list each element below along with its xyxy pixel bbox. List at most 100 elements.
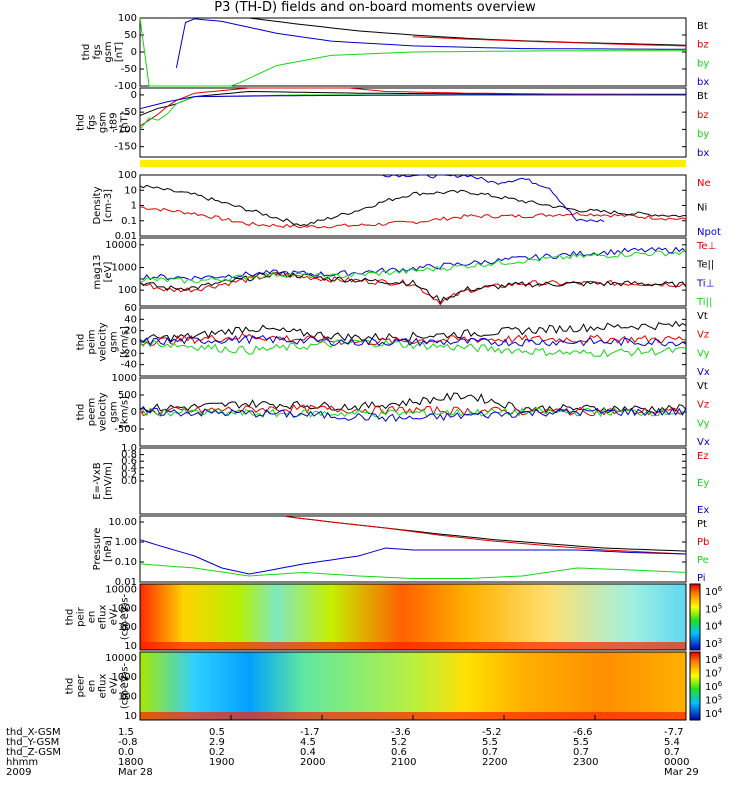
legend-fgs-t89-bx: bx xyxy=(697,148,709,159)
colorbar-tick: 106 xyxy=(705,585,723,598)
colorbar xyxy=(689,583,701,651)
legend-peim-velocity-Vx: Vx xyxy=(697,367,710,378)
series-temperature-Ti⊥ xyxy=(139,246,687,281)
xrow-value: 0.7 xyxy=(664,747,680,758)
ytick: -100 xyxy=(114,124,137,135)
series-fgs-by xyxy=(139,17,687,87)
panel-density: Density [cm-3] 100 10 1 0.1 0.01 Ne Ni Npot xyxy=(92,170,721,242)
legend-temperature-Ti⊥: Ti⊥ xyxy=(696,278,714,289)
panel-fgs: thd fgs gsm [nT] 100 50 0 -50 -100 Bt bz by bx xyxy=(81,13,709,92)
series-peim-velocity-Vx xyxy=(139,334,687,347)
ytick: -40 xyxy=(121,360,137,371)
legend-density-Ne: Ne xyxy=(697,178,711,189)
xrow-value: -6.6 xyxy=(573,727,593,738)
ytick: -100 xyxy=(114,81,137,92)
ytick: -20 xyxy=(121,348,137,359)
ytick: -50 xyxy=(121,64,137,75)
spectrogram-peir-en-eflux xyxy=(140,584,686,650)
xrow-value: 1800 xyxy=(118,757,143,768)
ylabel-exb-0: E=-VxB xyxy=(92,462,103,499)
ytick: 10 xyxy=(124,185,137,196)
legend-peim-velocity-Vz: Vz xyxy=(697,330,709,341)
legend-fgs-t89-Bt: Bt xyxy=(697,91,708,102)
panel-peer-en-eflux: thd peer en eflux eV/(cm^2-s-sr-eV) 10000 1000… xyxy=(65,651,723,722)
colorbar-tick: 105 xyxy=(705,694,722,707)
series-fgs-t89-bx xyxy=(139,94,686,110)
xrow-value: 2000 xyxy=(300,757,325,768)
xrow-value: 0.7 xyxy=(573,747,589,758)
ylabel-peer-en-eflux-2: en xyxy=(87,680,98,693)
legend-peem-velocity-Vy: Vy xyxy=(697,418,710,429)
colorbar-tick: 108 xyxy=(705,653,722,666)
ytick: 0 xyxy=(131,47,137,58)
xrow-value: 0.6 xyxy=(391,747,407,758)
ytick: 40 xyxy=(124,314,137,325)
xrow-value: 1.5 xyxy=(118,727,134,738)
ytick: 0 xyxy=(131,337,137,348)
series-density-Npot xyxy=(382,174,605,223)
xrow-value: 0.0 xyxy=(118,747,134,758)
ylabel-peem-velocity-3: gsm xyxy=(109,401,120,422)
ylabel-peim-velocity-0: thd xyxy=(76,334,87,351)
legend-fgs-t89-by: by xyxy=(697,129,709,140)
xrow-value: 0.5 xyxy=(209,727,225,738)
ylabel-density-1: [cm-3] xyxy=(103,189,114,222)
date-end: Mar 29 xyxy=(664,767,699,778)
ylabel-peer-en-eflux-6: sr-eV) xyxy=(120,671,131,700)
series-temperature-Te⊥ xyxy=(139,271,687,306)
ylabel-peem-velocity-0: thd xyxy=(76,404,87,421)
ylabel-fgs-t89-4: [nT] xyxy=(120,112,131,132)
legend-pressure-Pt: Pt xyxy=(697,519,707,530)
legend-temperature-Ti||: Ti|| xyxy=(696,297,712,308)
legend-density-Npot: Npot xyxy=(697,227,721,238)
ylabel-peim-velocity-3: gsm xyxy=(109,331,120,352)
panel-frame xyxy=(139,583,687,651)
ylabel-peer-en-eflux-3: eflux xyxy=(98,674,109,699)
ylabel-peem-velocity-4: [km/s] xyxy=(120,396,131,428)
legend-peim-velocity-Vt: Vt xyxy=(697,311,708,322)
xrow-value: 5.5 xyxy=(482,737,498,748)
ylabel-temperature-0: mag13 xyxy=(92,255,103,290)
ylabel-fgs-2: gsm xyxy=(103,41,114,62)
panel-frame xyxy=(139,174,687,237)
legend-temperature-Te||: Te|| xyxy=(696,260,714,271)
series-peim-velocity-Vz xyxy=(139,332,687,346)
series-temperature-Te|| xyxy=(139,271,687,304)
series-temperature-Ti|| xyxy=(139,249,687,284)
ylabel-peir-en-eflux-4: eV/ xyxy=(109,608,120,625)
ytick: 0.6 xyxy=(121,456,137,467)
ylabel-peir-en-eflux-1: peir xyxy=(76,606,87,626)
ytick: 10000 xyxy=(105,585,137,596)
ylabel-fgs-1: fgs xyxy=(92,44,103,59)
legend-fgs-by: by xyxy=(697,58,709,69)
ylabel-fgs-0: thd xyxy=(81,44,92,61)
panel-frame xyxy=(139,87,687,158)
series-fgs-bz xyxy=(412,36,687,47)
legend-fgs-Bt: Bt xyxy=(697,21,708,32)
ylabel-peir-en-eflux-3: eflux xyxy=(98,605,109,630)
panel-frame xyxy=(139,515,687,583)
legend-exb-Ez: Ez xyxy=(697,451,709,462)
ytick: 0.0 xyxy=(121,476,137,487)
ylabel-peir-en-eflux-2: en xyxy=(87,611,98,624)
ytick: 50 xyxy=(124,30,137,41)
ytick: 1000 xyxy=(112,603,137,614)
ytick: 100 xyxy=(118,622,137,633)
series-fgs-t89-bz xyxy=(139,87,687,127)
panel-frame xyxy=(139,447,687,515)
ylabel-peer-en-eflux-1: peer xyxy=(76,674,87,698)
series-peem-velocity-Vt xyxy=(139,392,687,414)
series-fgs-t89-by xyxy=(139,94,686,130)
x-axis-labels: thd_X-GSM 1.5 0.5 -1.7 -3.6 -5.2 -6.6 -7.7 thd_Y… xyxy=(6,727,699,778)
ytick: 1000 xyxy=(112,262,137,273)
ylabel-exb-1: [mV/m] xyxy=(103,462,114,500)
panel-frame xyxy=(139,237,687,307)
series-density-Ne xyxy=(139,206,687,229)
legend-peim-velocity-Vy: Vy xyxy=(697,348,710,359)
ytick: 100 xyxy=(118,285,137,296)
ylabel-peem-velocity-1: peem xyxy=(87,398,98,426)
series-fgs-Bt xyxy=(212,17,687,46)
ytick: 10 xyxy=(124,711,137,722)
